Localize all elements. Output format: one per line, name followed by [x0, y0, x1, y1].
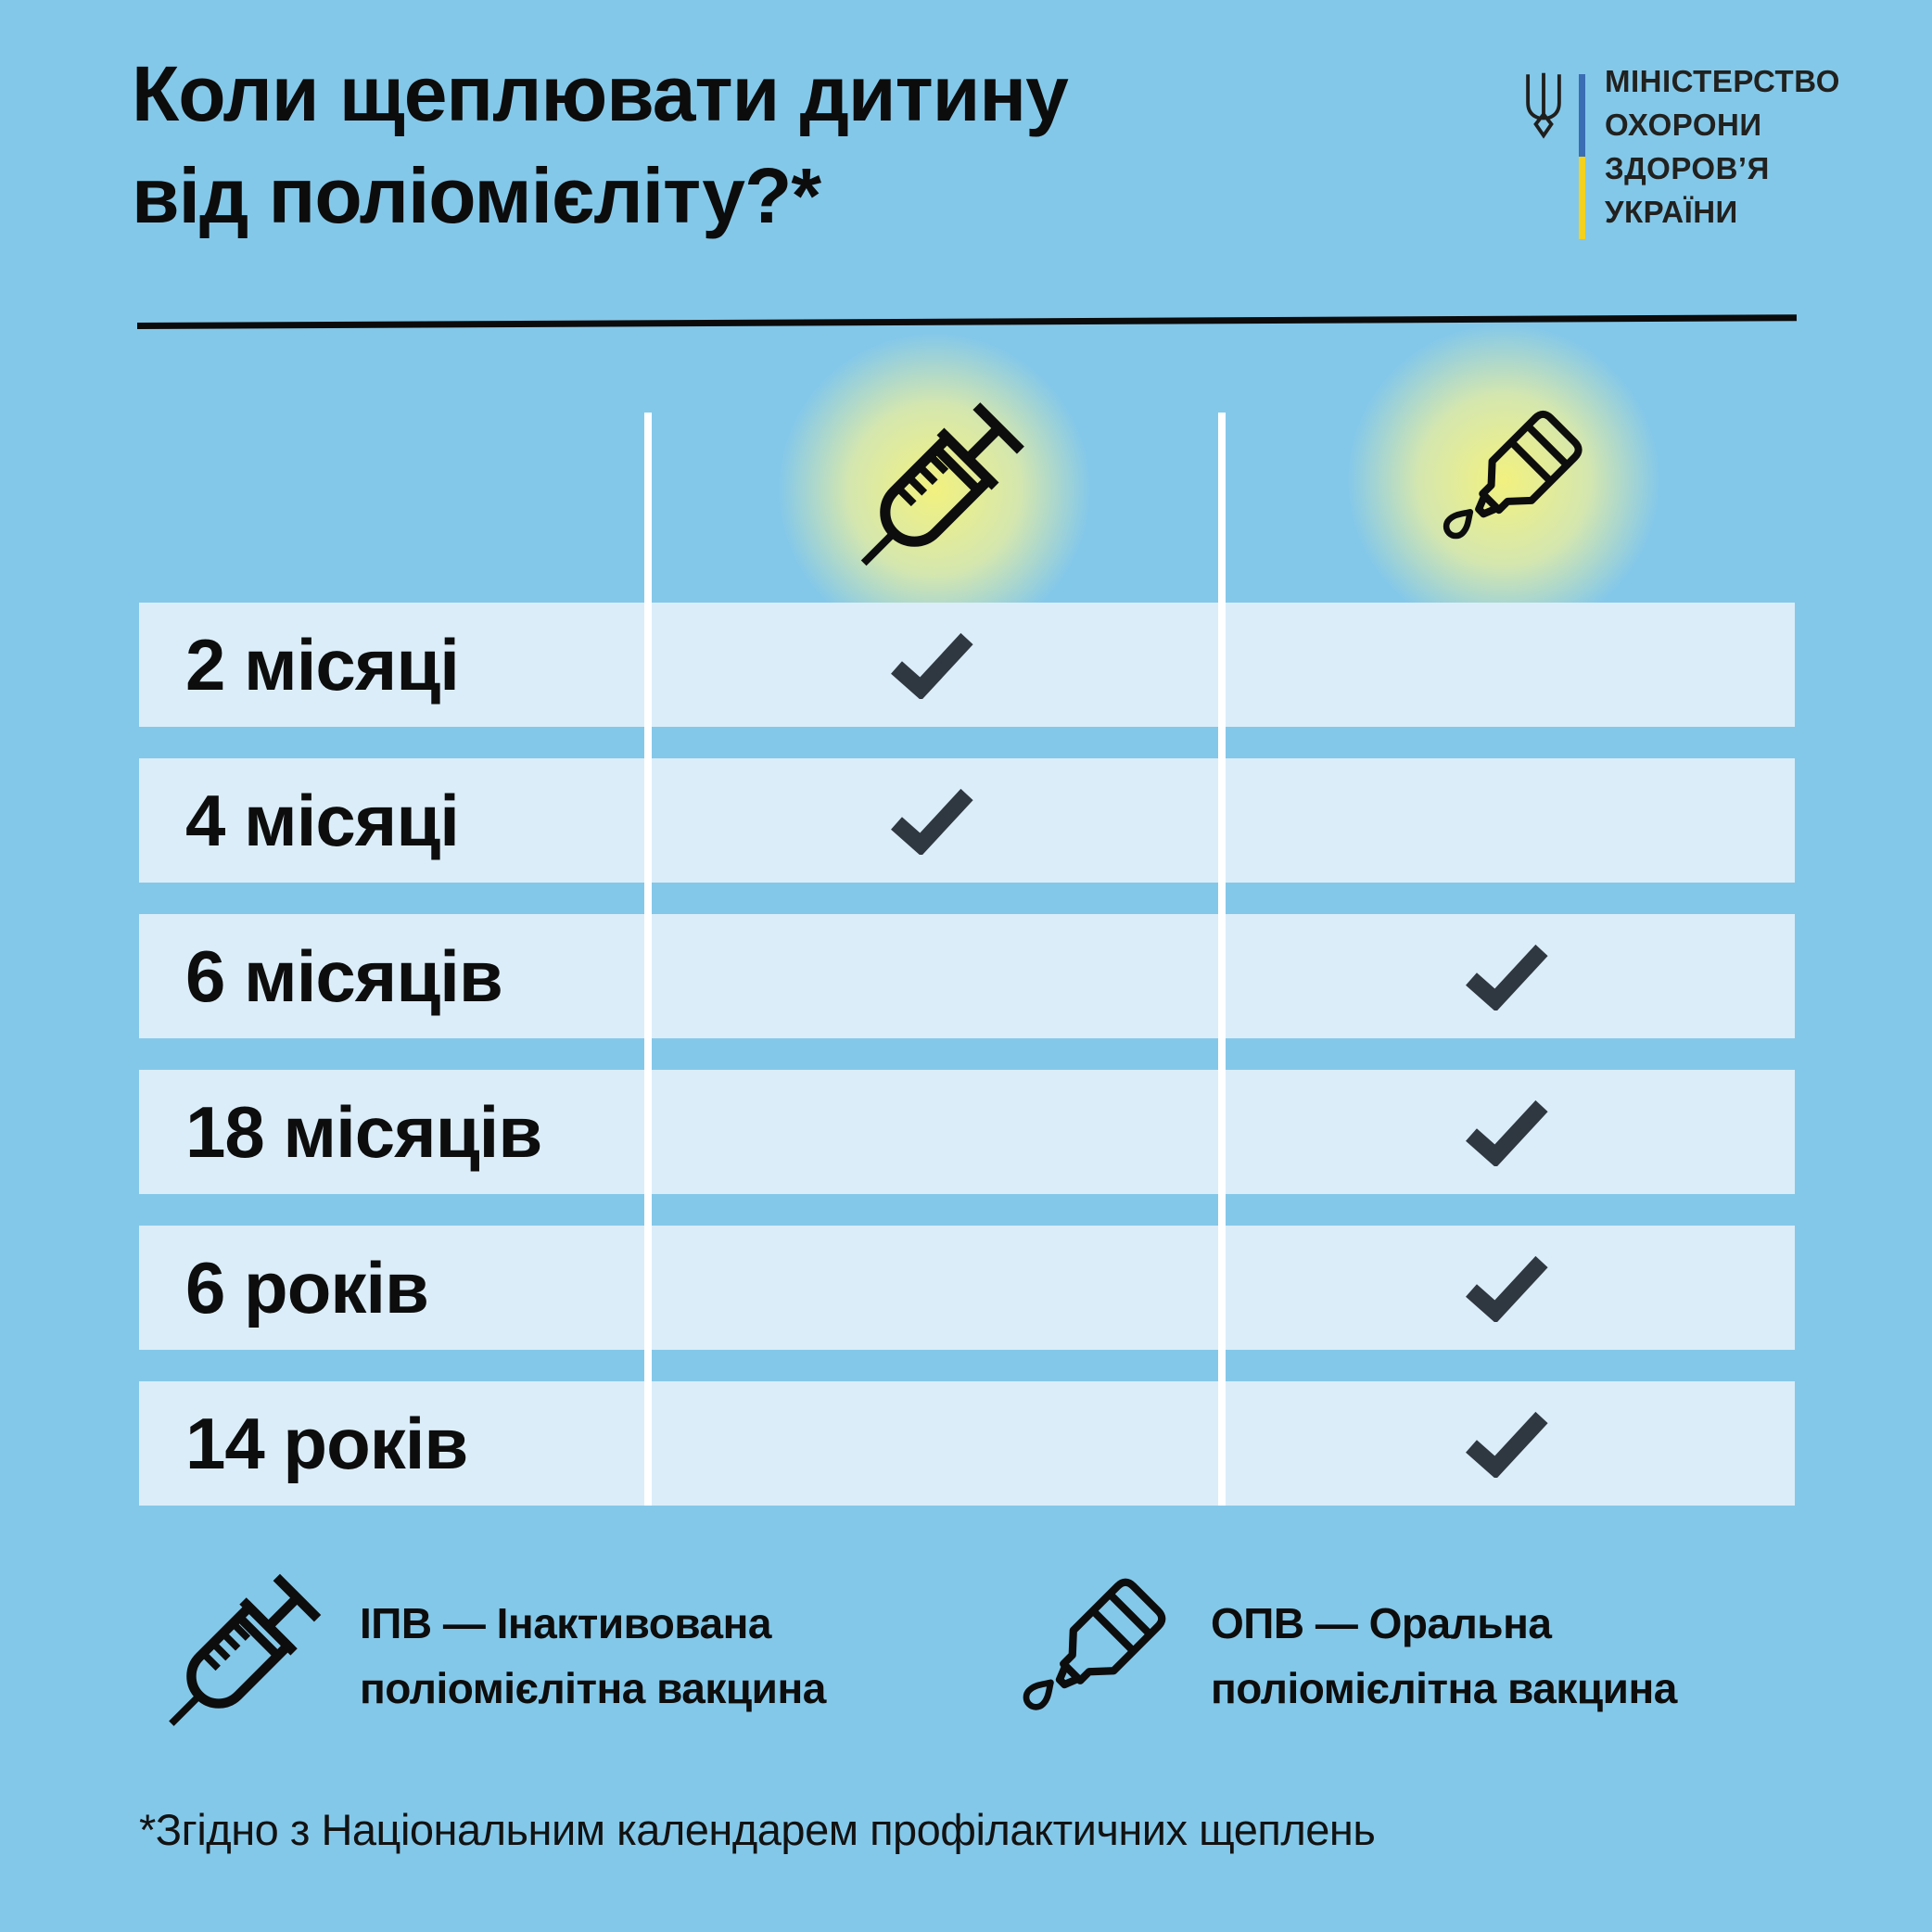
opv-legend-line2: поліомієлітна вакцина: [1211, 1664, 1677, 1712]
row-label: 6 років: [185, 1246, 429, 1328]
table-row: 2 місяці: [139, 603, 1795, 727]
check-icon: [1466, 944, 1548, 1010]
footnote: *Згідно з Національним календарем профіл…: [139, 1805, 1376, 1854]
row-label: 18 місяців: [185, 1090, 542, 1173]
opv-glow: [1346, 323, 1661, 638]
row-label: 14 років: [185, 1402, 468, 1484]
divider-line: [136, 314, 1797, 329]
opv-legend-line1: ОПВ — Оральна: [1211, 1599, 1552, 1647]
ipv-glow: [777, 332, 1092, 647]
column-separator-right: [1218, 413, 1226, 1506]
table-row: 6 років: [139, 1226, 1795, 1350]
trident-icon: [1522, 70, 1565, 141]
page-title-line2: від поліомієліту?*: [132, 152, 821, 239]
table-row: 4 місяці: [139, 758, 1795, 883]
opv-cell: [1218, 758, 1795, 883]
logo-line: ЗДОРОВ’Я: [1605, 151, 1770, 185]
opv-cell: [1218, 603, 1795, 727]
opv-cell: [1218, 1070, 1795, 1194]
check-icon: [1466, 1255, 1548, 1322]
page-title: Коли щеплювати дитину від поліомієліту?*: [132, 43, 1069, 247]
opv-cell: [1218, 1381, 1795, 1506]
flag-bar: [1579, 74, 1585, 239]
column-separator-left: [644, 413, 652, 1506]
logo-line: МІНІСТЕРСТВО: [1605, 64, 1840, 98]
check-icon: [890, 632, 973, 699]
row-label: 2 місяці: [185, 623, 460, 705]
check-icon: [1466, 1099, 1548, 1166]
ipv-legend-line1: ІПВ — Інактивована: [360, 1599, 771, 1647]
logo-line: УКРАЇНИ: [1605, 195, 1738, 229]
opv-cell: [1218, 914, 1795, 1038]
opv-cell: [1218, 1226, 1795, 1350]
table-row: 18 місяців: [139, 1070, 1795, 1194]
ipv-legend-line2: поліомієлітна вакцина: [360, 1664, 826, 1712]
table-row: 6 місяців: [139, 914, 1795, 1038]
ipv-legend-text: ІПВ — Інактивована поліомієлітна вакцина: [360, 1591, 826, 1721]
check-icon: [1466, 1411, 1548, 1478]
page-title-line1: Коли щеплювати дитину: [132, 50, 1069, 137]
syringe-icon: [141, 1561, 333, 1753]
dropper-bottle-icon: [988, 1563, 1180, 1755]
ministry-logo-text: МІНІСТЕРСТВО ОХОРОНИ ЗДОРОВ’Я УКРАЇНИ: [1605, 59, 1840, 234]
ipv-cell: [644, 603, 1218, 727]
row-label: 4 місяці: [185, 779, 460, 861]
ipv-cell: [644, 1070, 1218, 1194]
table-row: 14 років: [139, 1381, 1795, 1506]
ipv-cell: [644, 1381, 1218, 1506]
row-label: 6 місяців: [185, 934, 503, 1017]
ipv-cell: [644, 758, 1218, 883]
ipv-cell: [644, 914, 1218, 1038]
check-icon: [890, 788, 973, 855]
ipv-cell: [644, 1226, 1218, 1350]
dropper-bottle-icon: [1410, 396, 1597, 583]
opv-legend-text: ОПВ — Оральна поліомієлітна вакцина: [1211, 1591, 1677, 1721]
logo-line: ОХОРОНИ: [1605, 108, 1762, 142]
syringe-icon: [832, 389, 1037, 595]
